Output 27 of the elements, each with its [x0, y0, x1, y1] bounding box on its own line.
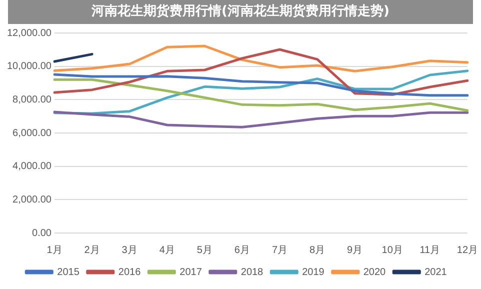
legend-label: 2020: [363, 266, 386, 278]
legend-label: 2015: [57, 266, 80, 278]
y-tick-label: 0.00: [32, 228, 52, 239]
legend-label: 2018: [240, 266, 264, 278]
x-tick-label: 2月: [84, 244, 100, 256]
x-tick-label: 11月: [420, 244, 440, 256]
y-tick-label: 4,000.00: [12, 161, 52, 172]
x-tick-label: 7月: [272, 244, 288, 256]
y-tick-label: 2,000.00: [12, 194, 52, 206]
chart-title: 河南花生期货费用行情(河南花生期货费用行情走势): [8, 0, 473, 24]
x-tick-label: 5月: [196, 244, 212, 256]
legend-label: 2021: [424, 266, 448, 278]
y-tick-label: 12,000.00: [6, 28, 52, 39]
x-tick-label: 10月: [382, 244, 403, 256]
y-tick-label: 6,000.00: [12, 128, 52, 139]
legend-label: 2016: [118, 266, 142, 278]
x-tick-label: 8月: [309, 244, 326, 256]
x-tick-label: 12月: [456, 244, 478, 256]
x-tick-label: 4月: [159, 244, 175, 256]
legend-label: 2019: [302, 266, 325, 278]
x-tick-label: 1月: [46, 244, 62, 256]
y-tick-label: 10,000.00: [6, 61, 52, 72]
x-tick-label: 9月: [347, 244, 363, 256]
x-tick-label: 6月: [234, 244, 250, 256]
legend-label: 2017: [180, 266, 202, 278]
y-tick-label: 8,000.00: [12, 94, 52, 106]
x-tick-label: 3月: [122, 244, 138, 256]
